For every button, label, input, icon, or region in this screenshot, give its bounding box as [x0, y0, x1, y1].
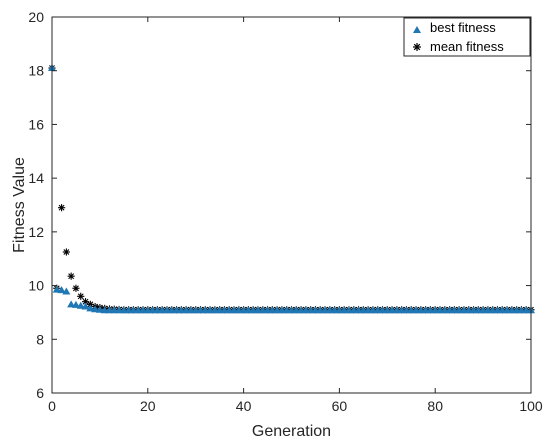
legend-marker-best-fitness — [413, 26, 421, 33]
y-axis-label: Fitness Value — [11, 157, 28, 253]
mean-fitness-point — [77, 292, 85, 300]
mean-fitness-point — [62, 248, 70, 256]
best-fitness-point — [86, 304, 95, 312]
y-tick-label: 16 — [28, 116, 44, 132]
y-tick-label: 18 — [28, 63, 44, 79]
x-axis-label: Generation — [252, 423, 331, 440]
x-tick-label: 100 — [519, 398, 543, 414]
best-fitness-point — [81, 302, 90, 310]
mean-fitness-point — [72, 284, 80, 292]
legend-label-mean-fitness: mean fitness — [430, 39, 504, 54]
y-tick-label: 12 — [28, 224, 44, 240]
best-fitness-point — [62, 287, 71, 295]
mean-fitness-point — [67, 272, 75, 280]
plot-frame — [51, 16, 532, 394]
legend-marker-mean-fitness — [413, 43, 421, 51]
best-fitness-point — [67, 300, 76, 308]
mean-fitness-point — [57, 204, 66, 212]
plot-marks — [48, 64, 535, 314]
y-tick-label: 14 — [28, 170, 44, 186]
legend-label-best-fitness: best fitness — [430, 20, 496, 35]
best-fitness-point — [57, 286, 66, 294]
y-tick-label: 20 — [28, 9, 44, 25]
axis-ticks: 0 20 40 60 80 100 6 8 10 12 14 16 18 20 — [28, 9, 542, 414]
x-tick-label: 60 — [332, 398, 348, 414]
y-tick-label: 6 — [36, 385, 44, 401]
best-fitness-point — [76, 301, 85, 309]
x-tick-label: 40 — [236, 398, 252, 414]
best-fitness-point — [95, 305, 104, 313]
y-tick-label: 8 — [36, 331, 44, 347]
best-fitness-point — [52, 285, 61, 293]
y-tick-label: 10 — [28, 278, 44, 294]
x-tick-label: 80 — [427, 398, 443, 414]
best-fitness-point — [91, 305, 100, 313]
legend: best fitness mean fitness — [403, 17, 531, 57]
legend-box — [403, 17, 531, 57]
x-tick-label: 0 — [48, 398, 56, 414]
x-tick-label: 20 — [140, 398, 156, 414]
best-fitness-point — [71, 300, 80, 308]
